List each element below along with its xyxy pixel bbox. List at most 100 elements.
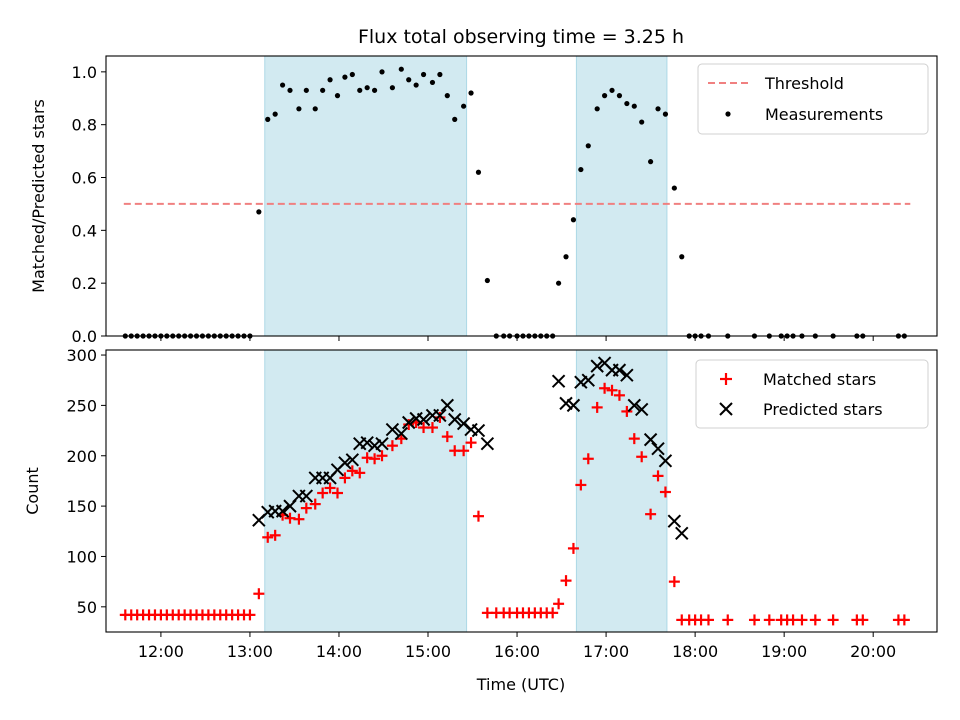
matched-star-point <box>339 472 351 484</box>
observing-window <box>264 55 468 337</box>
predicted-star-point <box>367 438 382 453</box>
predicted-star-point <box>440 398 455 413</box>
matched-star-point <box>369 453 381 465</box>
matched-star-point <box>346 465 358 477</box>
matched-star-point <box>591 401 603 413</box>
predicted-star-point <box>627 398 641 413</box>
count-x-tick-label: 19:00 <box>761 642 807 661</box>
predicted-star-point <box>275 504 290 518</box>
matched-star-point <box>582 453 594 465</box>
ratio-panel: 0.0 0.2 0.4 0.6 0.8 1.0 Matched/Predicted sta… <box>29 55 938 346</box>
legend-measurements-swatch <box>725 111 731 117</box>
matched-star-point <box>898 614 910 626</box>
predicted-star-point <box>612 363 627 377</box>
measurement-point <box>398 66 404 72</box>
measurement-point <box>287 87 293 93</box>
matched-star-point <box>269 529 281 541</box>
predicted-star-point <box>360 435 374 450</box>
matched-star-point <box>331 487 343 499</box>
count-y-tick-label: 300 <box>66 346 97 365</box>
measurement-points <box>122 66 907 339</box>
ratio-axes-frame <box>105 55 938 337</box>
measurement-point <box>563 254 569 260</box>
predicted-star-point <box>394 426 409 441</box>
measurement-point <box>296 106 302 112</box>
predicted-star-point <box>651 441 665 456</box>
count-x-tick-label: 16:00 <box>494 642 540 661</box>
predicted-star-point <box>299 489 314 503</box>
matched-star-point <box>403 419 415 431</box>
predicted-star-point <box>634 402 649 417</box>
ratio-y-tick-label: 0.6 <box>72 169 97 188</box>
matched-star-point <box>376 450 388 462</box>
ratio-y-ticks: 0.0 0.2 0.4 0.6 0.8 1.0 <box>72 63 106 346</box>
measurement-point <box>679 254 685 260</box>
matched-star-point <box>763 614 775 626</box>
matched-star-point <box>796 614 808 626</box>
predicted-star-point <box>402 415 416 430</box>
count-y-tick-label: 200 <box>66 447 97 466</box>
measurement-point <box>555 280 562 286</box>
matched-star-point <box>606 384 618 396</box>
ratio-legend: Threshold Measurements <box>697 63 929 135</box>
predicted-star-point <box>416 412 431 427</box>
count-y-tick-label: 250 <box>66 396 97 415</box>
observing-windows <box>264 55 668 337</box>
predicted-star-point <box>480 436 495 451</box>
count-x-tick-label: 17:00 <box>583 642 629 661</box>
count-x-tick-label: 18:00 <box>672 642 718 661</box>
ratio-y-tick-label: 0.8 <box>72 116 97 135</box>
predicted-star-point <box>566 398 581 413</box>
matched-star-point <box>553 598 565 610</box>
matched-star-point <box>317 487 329 499</box>
measurement-point <box>357 87 363 93</box>
count-x-tick-label: 12:00 <box>138 642 184 661</box>
predicted-star-point <box>667 514 682 528</box>
measurement-point <box>342 74 348 80</box>
matched-star-point <box>827 614 839 626</box>
count-y-ticks: 50 100 150 200 250 300 <box>66 346 106 617</box>
observing-window <box>264 349 468 633</box>
measurement-point <box>303 87 309 93</box>
measurement-point <box>413 82 419 88</box>
measurement-point <box>334 93 341 99</box>
measurement-point <box>624 100 630 107</box>
measurement-point <box>379 69 385 75</box>
matched-star-point <box>659 486 671 498</box>
predicted-star-point <box>338 456 352 470</box>
measurement-point <box>578 166 584 173</box>
x-axis-label: Time (UTC) <box>476 675 565 694</box>
measurement-point <box>272 111 278 117</box>
observing-windows <box>264 349 668 633</box>
measurement-point <box>662 111 669 117</box>
measurement-point <box>364 85 370 91</box>
measurement-point <box>452 116 458 122</box>
count-y-tick-label: 100 <box>66 547 97 566</box>
predicted-star-point <box>581 373 595 387</box>
measurement-point <box>444 93 450 99</box>
matched-star-point <box>441 431 453 443</box>
predicted-star-point <box>620 368 634 382</box>
count-x-tick-label: 13:00 <box>227 642 273 661</box>
measurement-point <box>655 106 661 112</box>
count-x-tick-label: 14:00 <box>316 642 362 661</box>
ratio-y-tick-label: 0.2 <box>72 274 97 293</box>
measurement-point <box>602 93 608 99</box>
matched-star-point <box>472 510 484 522</box>
matched-star-point <box>567 542 579 554</box>
measurement-point <box>420 71 427 78</box>
predicted-star-point <box>345 453 360 467</box>
matched-star-point <box>575 479 587 491</box>
matched-star-point <box>722 614 734 626</box>
matched-star-point <box>809 614 821 626</box>
ratio-y-tick-label: 0.4 <box>72 221 97 240</box>
count-y-tick-label: 50 <box>77 598 97 617</box>
count-x-tick-label: 20:00 <box>850 642 896 661</box>
legend-predicted-swatch <box>719 402 733 416</box>
measurement-point <box>327 77 333 83</box>
measurement-point <box>616 93 623 99</box>
matched-star-point <box>426 422 438 434</box>
predicted-star-point <box>590 359 604 373</box>
measurement-point <box>437 71 443 78</box>
matched-star-point <box>621 405 633 417</box>
